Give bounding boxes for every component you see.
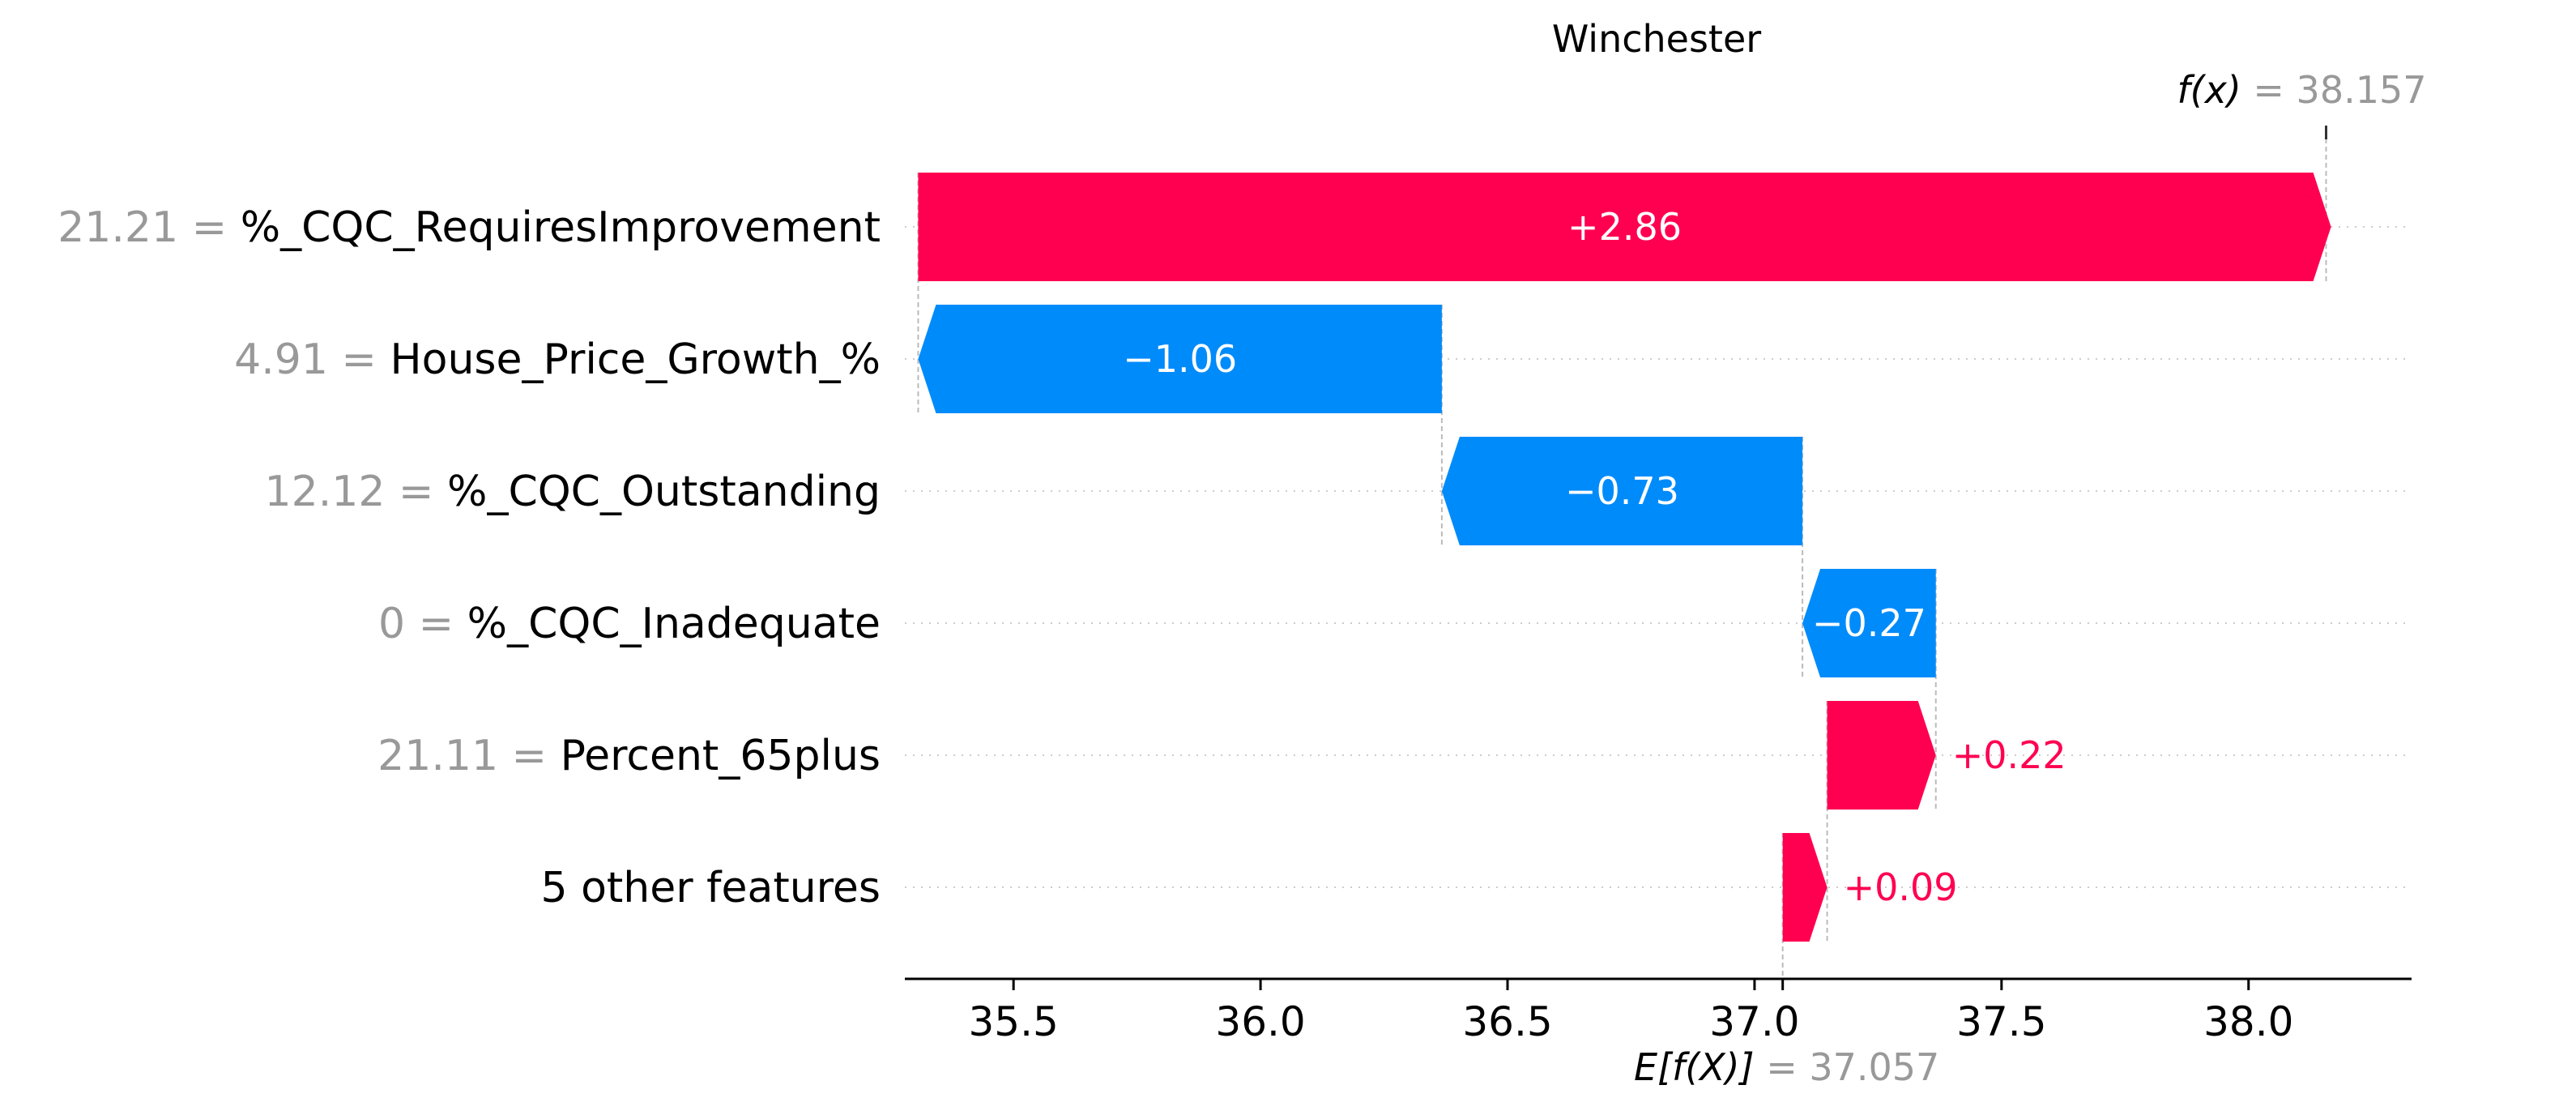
labels-layer: +2.86 21.21 = %_CQC_RequiresImprovement −1…: [58, 203, 2066, 912]
feature-value: 4.91 =: [234, 335, 390, 384]
feature-value: 12.12 =: [265, 468, 448, 516]
x-tick-label: 37.0: [1709, 998, 1799, 1045]
output-label: f(x): [2177, 68, 2253, 112]
x-tick-label: 38.0: [2203, 998, 2293, 1045]
negative-bar: [918, 305, 1442, 413]
feature-label: 0 = %_CQC_Inadequate: [378, 600, 881, 648]
feature-value: 21.21 =: [58, 203, 241, 252]
bar-value-label: +2.86: [1567, 205, 1682, 249]
feature-name: %_CQC_RequiresImprovement: [241, 203, 881, 252]
negative-bar: [1441, 437, 1803, 545]
feature-label: 12.12 = %_CQC_Outstanding: [265, 468, 881, 516]
base-value: = 37.057: [1766, 1045, 1939, 1089]
bar-value-label: −0.73: [1565, 469, 1679, 513]
output-value: = 38.157: [2253, 68, 2426, 112]
x-tick-label: 36.0: [1215, 998, 1305, 1045]
bar-value-label: +0.22: [1952, 733, 2066, 777]
feature-label: 4.91 = House_Price_Growth_%: [234, 335, 881, 384]
feature-label: 21.11 = Percent_65plus: [377, 732, 881, 780]
feature-name: %_CQC_Inadequate: [467, 600, 881, 648]
chart-title: Winchester: [1552, 17, 1761, 61]
x-tick-label: 37.5: [1956, 998, 2046, 1045]
negative-bar: [1802, 569, 1936, 677]
feature-label: 5 other features: [540, 864, 881, 912]
base-label: E[f(X)]: [1634, 1045, 1766, 1089]
bars-layer: [918, 173, 2331, 942]
feature-name: 5 other features: [540, 864, 881, 912]
x-tick-label: 35.5: [968, 998, 1058, 1045]
output-value-annotation: f(x) = 38.157: [2177, 68, 2426, 112]
positive-bar: [1827, 701, 1936, 810]
feature-name: Percent_65plus: [561, 732, 881, 780]
feature-name: House_Price_Growth_%: [390, 335, 881, 384]
feature-value: 0 =: [378, 600, 467, 648]
positive-bar: [918, 173, 2331, 281]
positive-bar: [1782, 833, 1828, 942]
bar-value-label: −0.27: [1812, 601, 1926, 645]
x-tick-label: 36.5: [1462, 998, 1552, 1045]
base-value-annotation: E[f(X)] = 37.057: [1634, 1045, 1939, 1089]
x-axis: 35.5 36.0 36.5 37.0 37.5 38.0 E[f(X)] = 37.057…: [905, 68, 2427, 1089]
bar-value-label: −1.06: [1123, 337, 1237, 381]
feature-label: 21.21 = %_CQC_RequiresImprovement: [58, 203, 881, 252]
bar-value-label: +0.09: [1844, 865, 1958, 909]
feature-name: %_CQC_Outstanding: [447, 468, 881, 516]
feature-value: 21.11 =: [377, 732, 561, 780]
